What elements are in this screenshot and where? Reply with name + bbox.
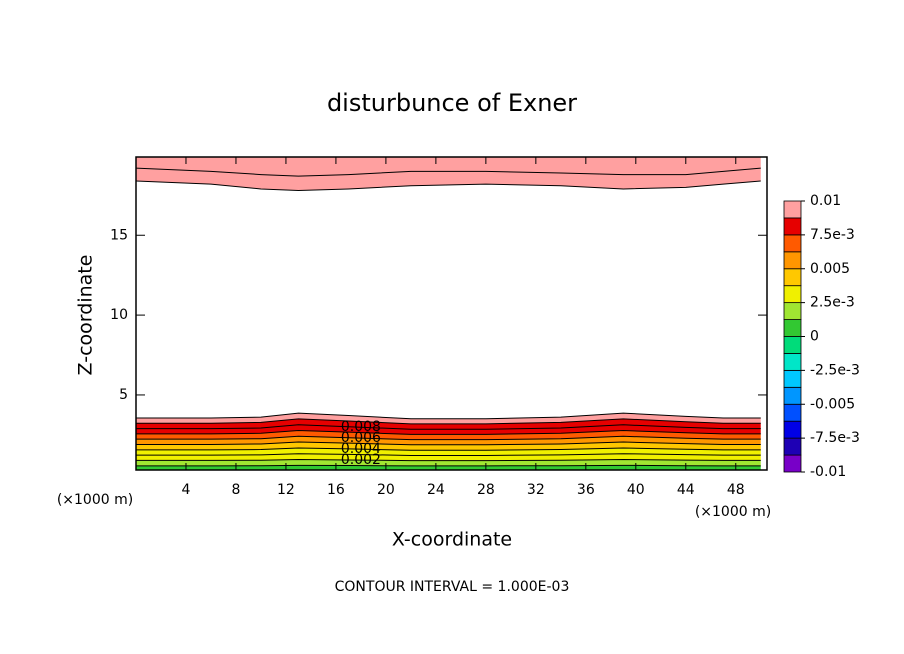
contour-band: [136, 459, 761, 466]
colorbar-label: 0.005: [810, 261, 850, 277]
colorbar-box: [783, 420, 802, 439]
x-tick-label: 4: [182, 482, 191, 498]
contour-line: [136, 447, 761, 451]
colorbar-label: 0.01: [810, 193, 841, 209]
x-axis-title: X-coordinate: [392, 529, 512, 551]
x-unit-label: (×1000 m): [695, 504, 771, 520]
y-tick-label: 5: [119, 387, 128, 403]
y-unit-label: (×1000 m): [57, 492, 133, 508]
colorbar-box: [783, 454, 802, 473]
contour-line: [136, 424, 761, 430]
colorbar-box: [783, 234, 802, 253]
x-tick-label: 8: [231, 482, 240, 498]
y-tick-label: 15: [110, 227, 128, 243]
colorbar-box: [783, 353, 802, 371]
x-tick-label: 28: [477, 482, 495, 498]
x-tick-label: 24: [427, 482, 445, 498]
contour-band: [136, 168, 761, 191]
contour-band: [136, 413, 761, 424]
colorbar-label: 2.5e-3: [810, 295, 855, 311]
colorbar-box: [783, 217, 802, 236]
x-tick-label: 12: [277, 482, 295, 498]
chart-title: disturbunce of Exner: [327, 89, 577, 117]
x-tick-label: 40: [627, 482, 645, 498]
colorbar-box: [783, 386, 802, 405]
colorbar-box: [783, 336, 802, 354]
colorbar-box: [783, 319, 802, 337]
colorbar-box: [783, 285, 802, 304]
contour-band: [136, 157, 761, 177]
x-tick-label: 48: [727, 482, 745, 498]
footer: CONTOUR INTERVAL = 1.000E-03: [335, 579, 570, 595]
contour-line: [135, 167, 761, 177]
contour-line: [135, 180, 761, 192]
x-tick-label: 44: [677, 482, 695, 498]
contour-line: [136, 430, 761, 435]
colorbar-label: -7.5e-3: [810, 430, 860, 446]
colorbar-label: 7.5e-3: [810, 227, 855, 243]
contour-label: 0.008: [341, 419, 381, 435]
colorbar-box: [783, 302, 802, 320]
y-axis-title: Z-coordinate: [75, 255, 97, 376]
contour-line: [136, 458, 761, 462]
colorbar-label: -2.5e-3: [810, 362, 860, 378]
contour-band: [136, 436, 761, 445]
plot-frame: [135, 156, 768, 471]
contour-line: [136, 418, 761, 425]
colorbar-label: -0.005: [810, 396, 855, 412]
contour-line: [136, 441, 761, 446]
colorbar-box: [783, 403, 802, 422]
contour-label: 0.002: [341, 452, 381, 468]
contour-band: [136, 453, 761, 461]
contour-line: [136, 453, 761, 456]
y-tick-label: 10: [110, 307, 128, 323]
x-tick-label: 32: [527, 482, 545, 498]
colorbar-box: [783, 437, 802, 456]
colorbar-box: [783, 200, 802, 219]
colorbar-box: [783, 268, 802, 287]
contour-band: [136, 430, 761, 440]
contour-line: [136, 412, 761, 420]
colorbar-label: -0.01: [810, 464, 846, 480]
x-tick-label: 20: [377, 482, 395, 498]
colorbar-box: [783, 251, 802, 270]
x-tick-label: 16: [327, 482, 345, 498]
colorbar-box: [783, 369, 802, 388]
contour-label: 0.006: [341, 430, 381, 446]
contour-label: 0.004: [341, 441, 381, 457]
contour-line: [136, 435, 761, 441]
x-tick-label: 36: [577, 482, 595, 498]
contour-band: [136, 465, 761, 470]
colorbar-label: 0: [810, 329, 819, 345]
